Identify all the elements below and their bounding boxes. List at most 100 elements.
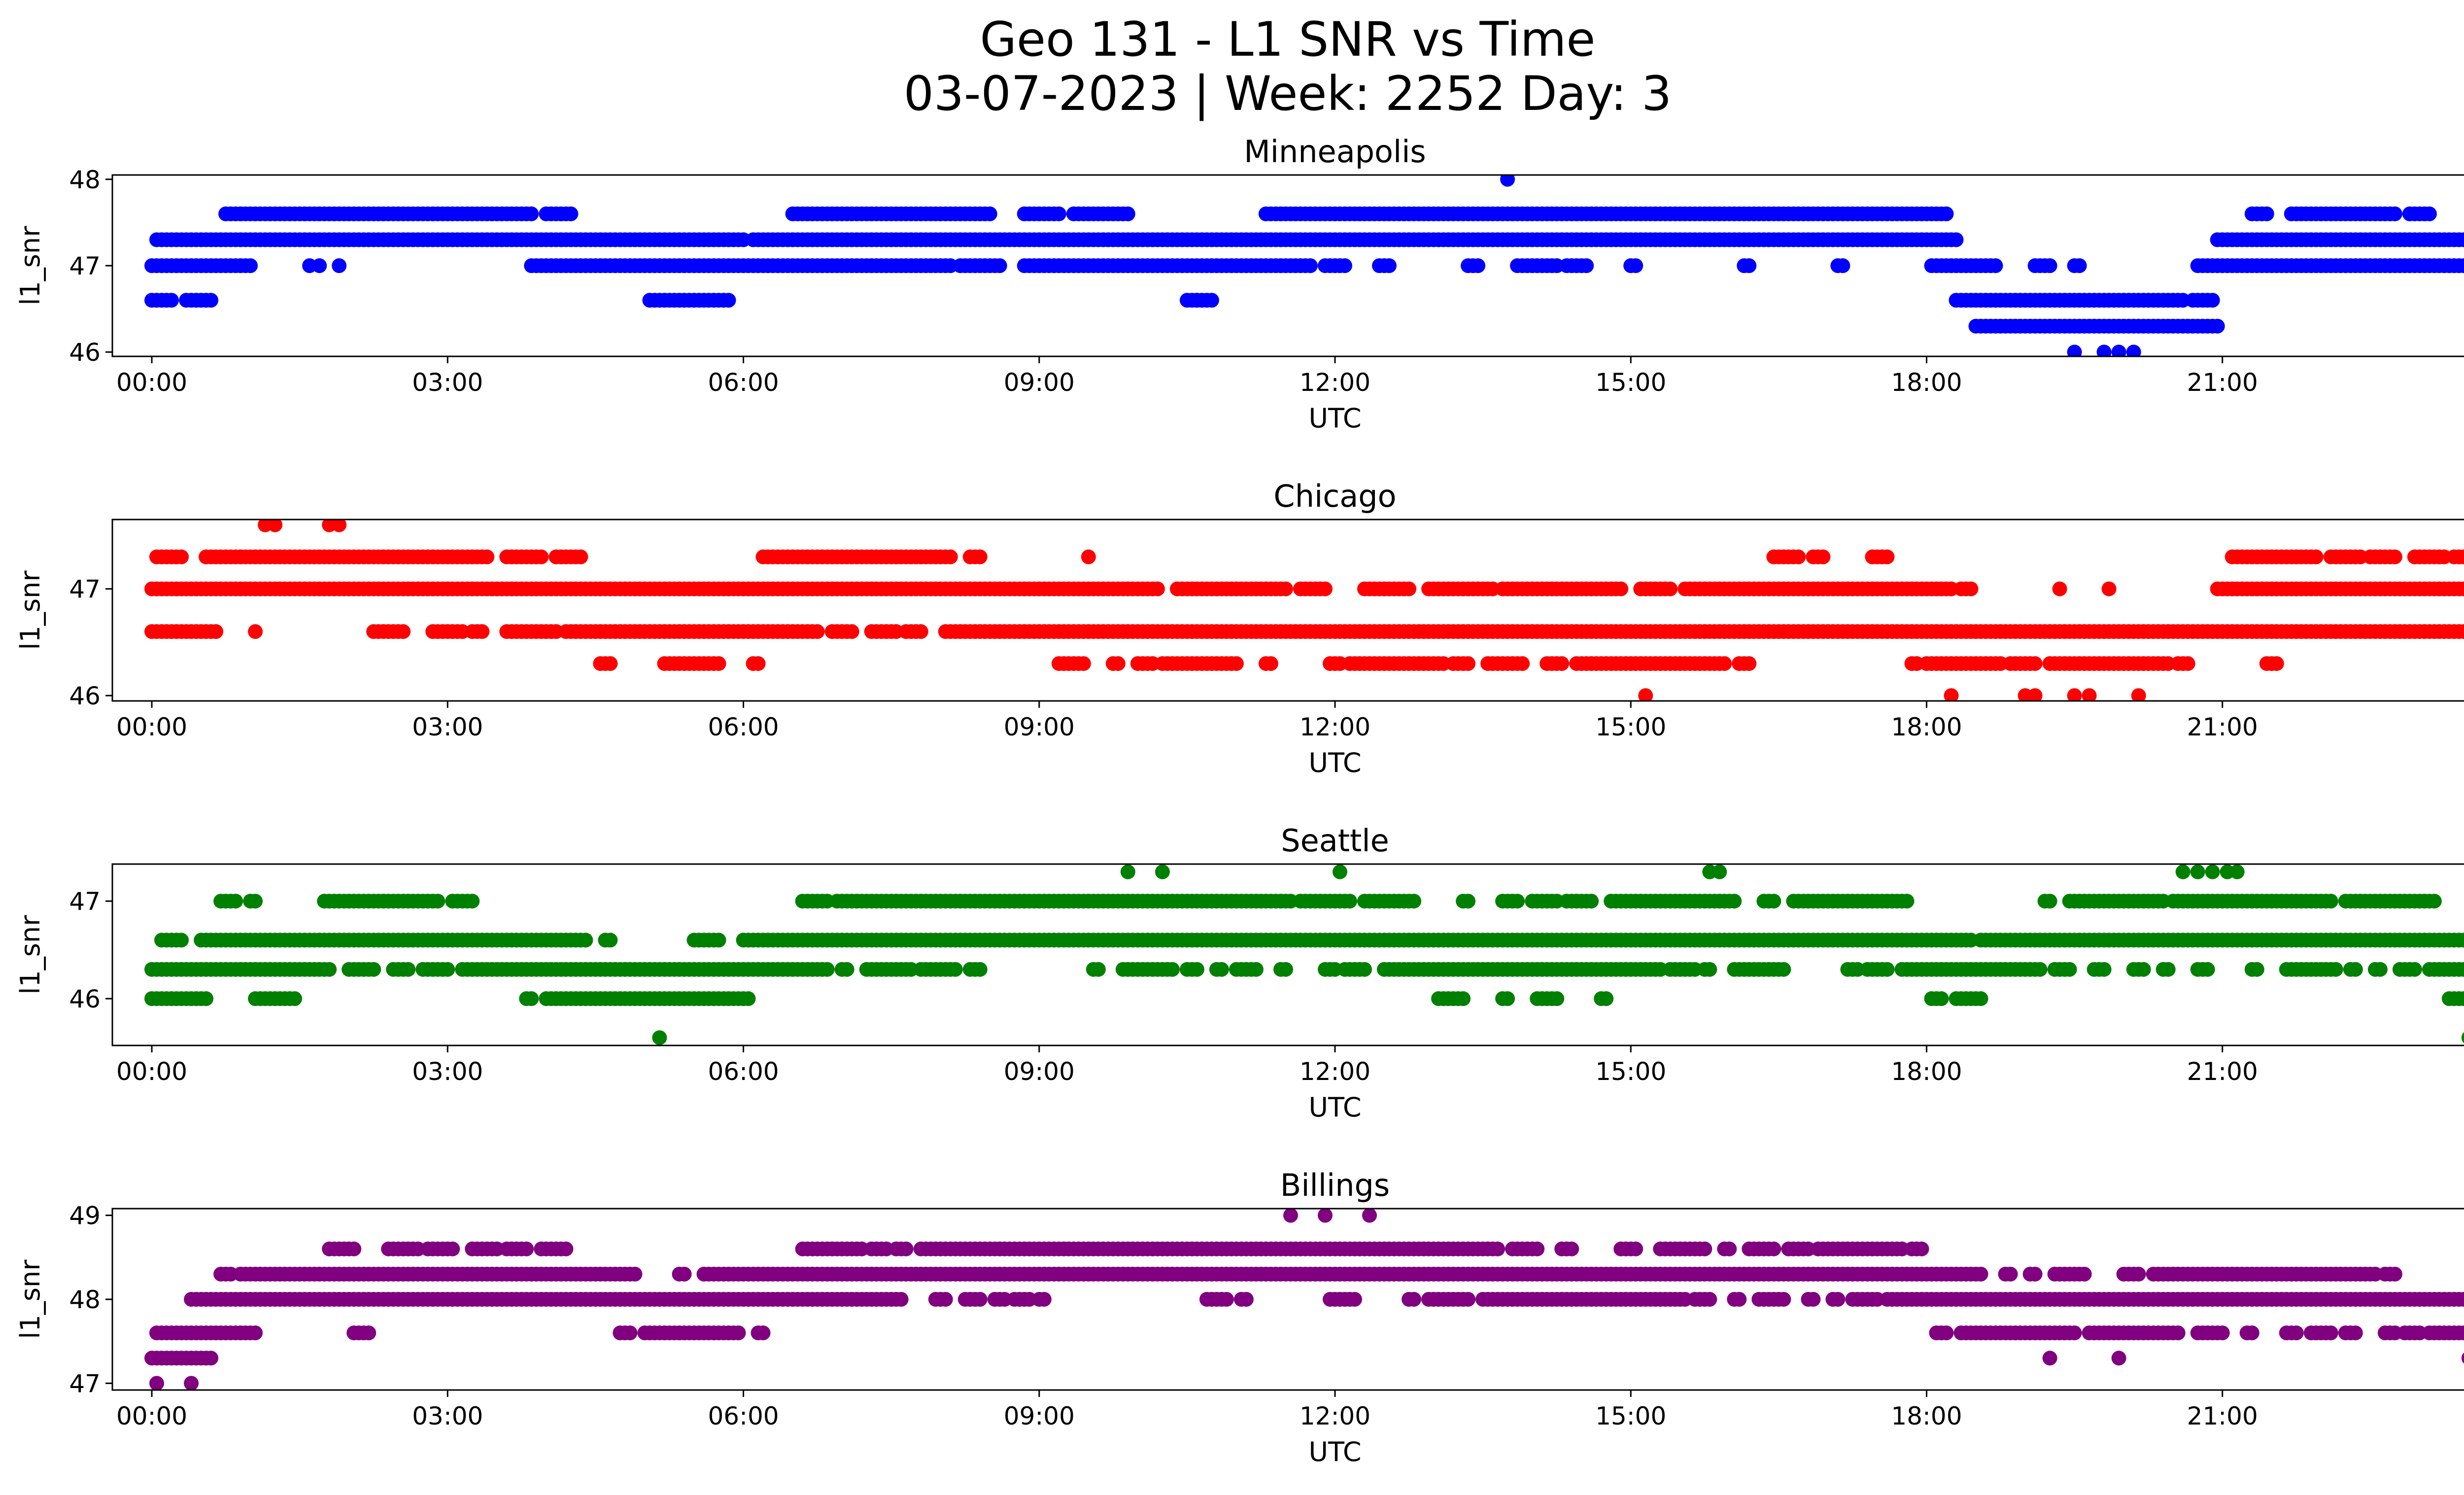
data-point: [2180, 656, 2195, 671]
y-tick-label: 47: [69, 1369, 101, 1398]
data-point: [2190, 864, 2205, 879]
data-point: [711, 933, 726, 948]
data-point: [2456, 232, 2464, 247]
data-point: [2422, 206, 2437, 221]
data-point: [1347, 1292, 1362, 1307]
data-point: [248, 894, 263, 909]
data-point: [1500, 175, 1515, 187]
data-point: [2269, 656, 2284, 671]
data-point: [2461, 234, 2464, 245]
data-point: [563, 206, 579, 221]
data-point: [677, 1266, 692, 1282]
y-tick-label: 46: [69, 985, 101, 1013]
data-point: [943, 549, 958, 564]
x-tick-label: 12:00: [1300, 368, 1370, 397]
data-point: [174, 933, 189, 948]
data-point: [982, 206, 997, 221]
y-axis-label: l1_snr: [15, 570, 46, 650]
data-point: [1120, 206, 1135, 221]
data-point: [1382, 258, 1397, 273]
x-tick-label: 12:00: [1300, 713, 1370, 741]
data-point: [1791, 549, 1806, 564]
data-point: [2308, 549, 2324, 564]
data-point: [2456, 624, 2464, 639]
data-point: [1278, 962, 1293, 977]
figure-subtitle: 03-07-2023 | Week: 2252 Day: 3: [903, 66, 1672, 121]
data-point: [2067, 1325, 2082, 1341]
x-tick-label: 18:00: [1891, 713, 1962, 741]
data-point: [1742, 656, 1757, 671]
x-tick-label: 12:00: [1300, 1402, 1370, 1430]
data-point: [228, 894, 243, 909]
data-point: [1318, 1209, 1333, 1223]
data-point: [573, 549, 588, 564]
data-point: [2096, 962, 2112, 977]
data-point: [2205, 864, 2220, 879]
data-point: [2175, 864, 2190, 879]
data-point: [1835, 258, 1850, 273]
data-point: [1712, 864, 1727, 879]
x-tick-label: 06:00: [708, 1057, 779, 1086]
data-point: [1638, 688, 1653, 701]
data-point: [1584, 894, 1599, 909]
data-point: [2096, 345, 2112, 356]
data-point: [524, 991, 539, 1006]
data-point: [287, 991, 303, 1006]
data-point: [2244, 1325, 2259, 1341]
data-point: [972, 962, 988, 977]
x-tick-label: 21:00: [2187, 713, 2258, 741]
data-point: [2170, 1325, 2186, 1341]
axes-frame: [111, 863, 2464, 1046]
data-point: [2461, 583, 2464, 594]
data-point: [1599, 991, 1614, 1006]
data-point: [332, 258, 347, 273]
data-point: [1628, 1241, 1643, 1256]
data-point: [2027, 1266, 2043, 1282]
y-tick-label: 48: [69, 166, 101, 194]
data-point: [312, 258, 327, 273]
x-tick-label: 18:00: [1891, 368, 1962, 397]
y-tick-label: 47: [69, 575, 101, 604]
data-point: [366, 962, 381, 977]
data-point: [1051, 206, 1066, 221]
data-point: [479, 549, 495, 564]
data-point: [332, 520, 347, 532]
data-point: [2461, 1293, 2464, 1305]
data-point: [1554, 656, 1570, 671]
subplot-title: Chicago: [1273, 478, 1396, 514]
data-point: [2215, 1325, 2230, 1341]
data-point: [2003, 1266, 2018, 1282]
data-point: [2067, 345, 2082, 356]
data-point: [2348, 1325, 2363, 1341]
data-point: [1530, 1241, 1545, 1256]
data-point: [1402, 581, 1417, 596]
data-point: [1500, 991, 1515, 1006]
data-point: [741, 991, 756, 1006]
data-point: [208, 624, 224, 639]
x-tick-label: 09:00: [1004, 713, 1075, 741]
data-point: [2200, 962, 2215, 977]
data-point: [440, 962, 455, 977]
data-point: [1150, 581, 1165, 596]
data-point: [1702, 962, 1717, 977]
x-tick-label: 21:00: [2187, 368, 2258, 397]
data-point: [2027, 688, 2043, 701]
data-point: [2461, 1327, 2464, 1339]
data-points: [144, 1209, 2464, 1390]
data-point: [1337, 258, 1352, 273]
y-tick-label: 46: [69, 682, 101, 710]
data-point: [1880, 962, 1895, 977]
data-point: [1189, 293, 1204, 308]
y-tick-label: 49: [69, 1202, 101, 1230]
x-tick-label: 00:00: [116, 368, 187, 397]
data-point: [839, 962, 855, 977]
subplot-title: Minneapolis: [1244, 134, 1426, 170]
data-point: [204, 293, 219, 308]
data-point: [1333, 864, 1347, 879]
data-point: [149, 1376, 164, 1390]
data-point: [992, 258, 1007, 273]
data-point: [1036, 1292, 1052, 1307]
